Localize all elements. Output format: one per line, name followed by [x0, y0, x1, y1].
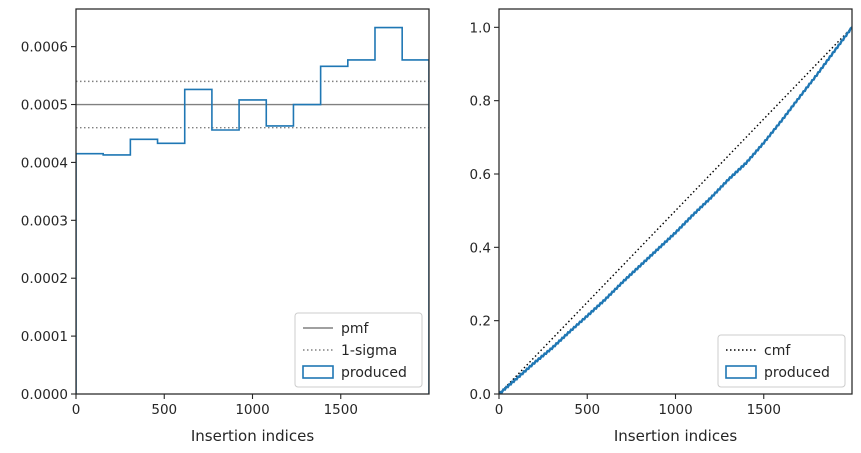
- legend-swatch-produced: [725, 365, 757, 379]
- legend-box: [294, 312, 423, 388]
- pmf-histogram-panel: 0 500 1000 1500 0.0000 0.0001 0.0002 0.0003 0.00…: [21, 8, 430, 445]
- x-tick-label: 1000: [235, 402, 269, 418]
- x-tick-label: 500: [574, 402, 600, 418]
- x-tick-label: 0: [72, 402, 81, 418]
- legend-label: 1-sigma: [341, 343, 397, 359]
- legend-label: pmf: [341, 321, 370, 337]
- cmf-panel: 0 500 1000 1500 0.0 0.2 0.4 0.6 0.8 1.0 Insertion…: [470, 8, 853, 445]
- x-tick-label: 500: [151, 402, 177, 418]
- y-tick-label: 0.2: [470, 314, 491, 330]
- y-tick-label: 0.0006: [21, 40, 68, 56]
- pmf-x-axis-label: Insertion indices: [191, 427, 314, 445]
- legend-label: produced: [341, 365, 407, 381]
- cmf-legend: cmf produced: [717, 334, 846, 388]
- cmf-ticks: 0 500 1000 1500 0.0 0.2 0.4 0.6 0.8 1.0: [470, 20, 781, 418]
- x-tick-label: 1500: [747, 402, 781, 418]
- y-tick-label: 0.0004: [21, 155, 68, 171]
- produced-histogram-step: [76, 26, 429, 394]
- x-tick-label: 1500: [324, 402, 358, 418]
- y-tick-label: 1.0: [470, 20, 491, 36]
- y-tick-label: 0.0003: [21, 213, 68, 229]
- x-tick-label: 1000: [658, 402, 692, 418]
- y-tick-label: 0.0: [470, 387, 491, 403]
- y-tick-label: 0.0001: [21, 329, 68, 345]
- pmf-ticks: 0 500 1000 1500 0.0000 0.0001 0.0002 0.0003 0.00…: [21, 40, 358, 418]
- y-tick-label: 0.6: [470, 167, 491, 183]
- x-tick-label: 0: [495, 402, 504, 418]
- pmf-series-layer: [76, 26, 429, 394]
- y-tick-label: 0.0000: [21, 387, 68, 403]
- cmf-x-axis-label: Insertion indices: [614, 427, 737, 445]
- cmf-line: [499, 26, 852, 394]
- pmf-legend: pmf 1-sigma produced: [294, 312, 423, 388]
- legend-label: produced: [764, 365, 830, 381]
- legend-swatch-produced: [302, 365, 334, 379]
- y-tick-label: 0.0002: [21, 271, 68, 287]
- legend-box: [717, 334, 846, 388]
- y-tick-label: 0.0005: [21, 98, 68, 114]
- y-tick-label: 0.8: [470, 94, 491, 110]
- y-tick-label: 0.4: [470, 240, 491, 256]
- produced-cmf-line: [499, 26, 852, 394]
- legend-label: cmf: [764, 343, 791, 359]
- cmf-series-layer: [499, 26, 852, 394]
